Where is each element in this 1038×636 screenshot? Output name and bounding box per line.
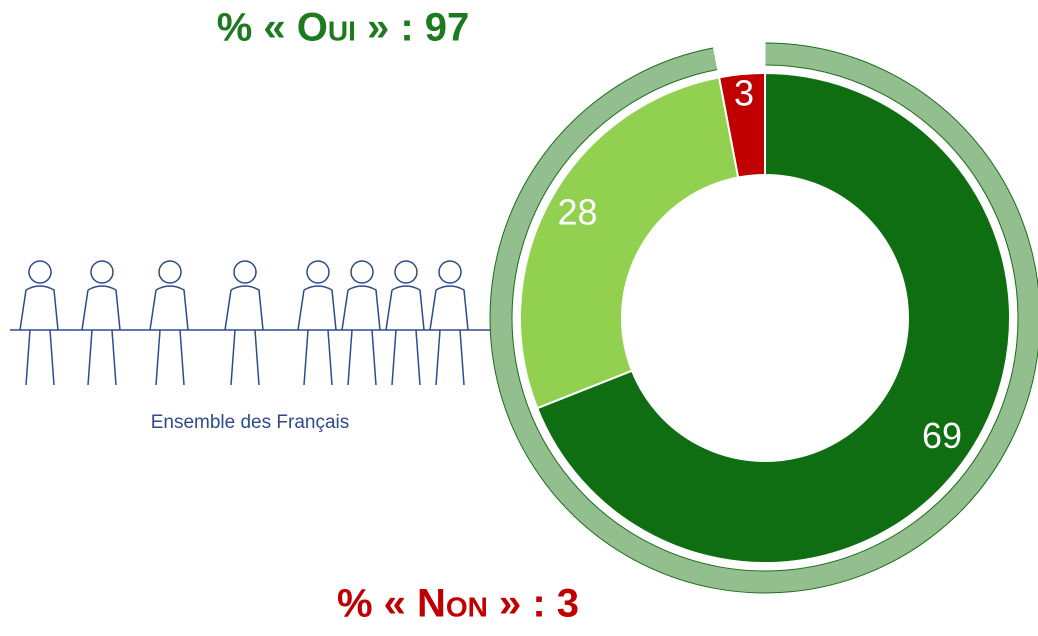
data-label: 28 [557,191,597,232]
caption: Ensemble des Français [151,412,350,433]
data-label: 3 [734,73,754,114]
donut-segment [535,71,1011,564]
outer-segment [489,42,1038,594]
footer: % « Non » : 3 [337,582,579,626]
data-label: 69 [922,415,962,456]
donut-segment [717,71,766,179]
title: % « Oui » : 97 [217,6,470,50]
people-illustration [10,260,490,386]
donut-segment [519,76,740,410]
outer-segment [712,42,766,71]
